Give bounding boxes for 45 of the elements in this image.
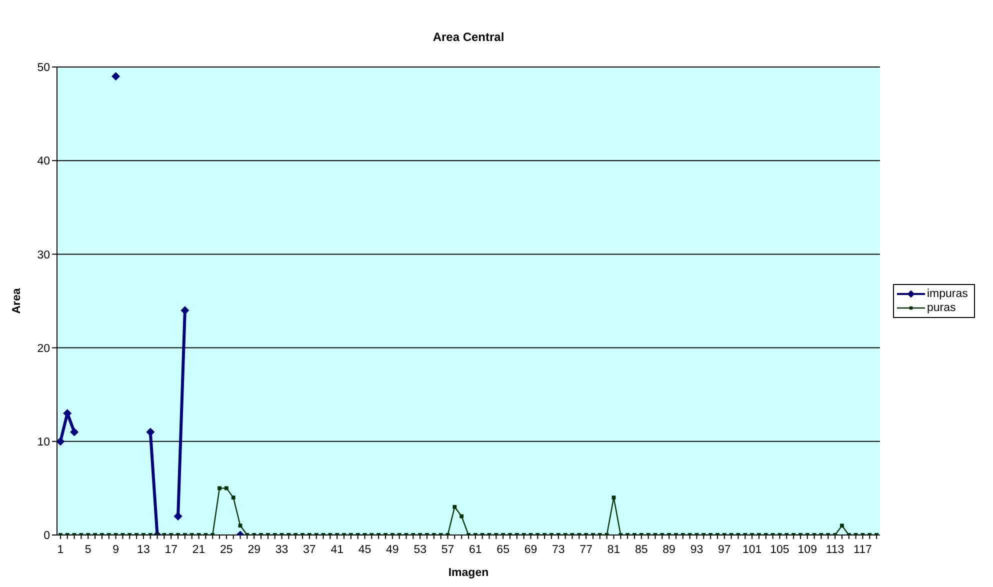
x-tick-label: 33 [275,544,288,556]
x-tick-label: 109 [798,544,817,556]
y-tick-label: 0 [44,530,50,542]
point [146,428,155,436]
x-tick-label: 21 [192,544,206,556]
legend-label: impuras [927,288,968,300]
x-axis-title: Imagen [448,567,489,579]
x-tick-label: 37 [303,544,316,556]
legend-label: puras [927,302,956,314]
x-tick-label: 77 [580,544,592,556]
x-tick-label: 29 [248,544,261,556]
x-tick-label: 25 [220,544,233,556]
x-tick-label: 89 [662,544,676,556]
y-tick-label: 20 [37,342,50,355]
x-tick-label: 1 [57,544,64,556]
x-tick-label: 49 [386,544,399,556]
x-tick-label: 85 [635,544,648,556]
x-tick-label: 5 [84,544,92,556]
point [70,428,79,436]
x-tick-label: 97 [718,544,731,556]
x-tick-label: 57 [441,544,454,556]
x-tick-label: 17 [164,544,178,556]
point [57,437,65,446]
y-tick-label: 40 [37,156,50,168]
y-axis-title: Area [11,288,23,314]
x-tick-label: 113 [826,544,844,556]
x-tick-label: 65 [496,544,510,556]
x-tick-label: 105 [770,544,790,556]
x-tick-label: 101 [742,544,762,556]
x-tick-label: 117 [854,544,872,556]
x-tick-label: 61 [469,544,482,556]
x-tick-label: 13 [137,544,150,556]
x-tick-label: 73 [552,544,565,556]
x-tick-label: 69 [524,544,538,556]
x-tick-label: 41 [330,544,344,556]
x-tick-label: 45 [358,544,372,556]
x-tick-label: 93 [690,544,704,556]
x-tick-label: 81 [607,544,620,556]
y-tick-label: 30 [37,249,50,262]
point [112,72,120,81]
chart-title: Area Central [432,30,504,44]
y-tick-label: 50 [37,62,50,74]
x-tick-label: 9 [112,544,119,556]
x-tick-label: 53 [414,544,426,556]
y-tick-label: 10 [37,436,50,448]
